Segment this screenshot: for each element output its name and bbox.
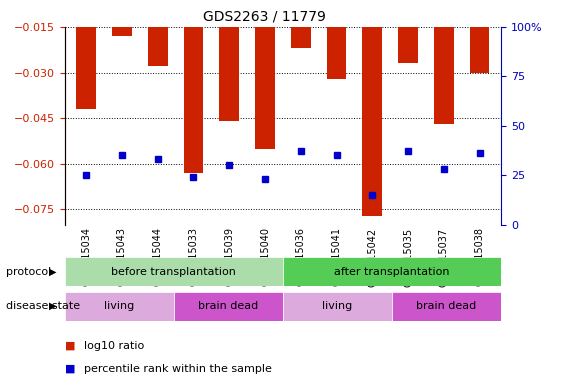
Bar: [184, 27, 203, 173]
Bar: [148, 27, 168, 66]
Bar: [65, 292, 174, 321]
Text: ■: ■: [65, 364, 75, 374]
Text: brain dead: brain dead: [417, 301, 477, 311]
Bar: [398, 27, 418, 63]
Bar: [174, 292, 283, 321]
Bar: [220, 27, 239, 121]
Bar: [327, 27, 346, 79]
Text: brain dead: brain dead: [198, 301, 258, 311]
Bar: [434, 27, 454, 124]
Text: living: living: [323, 301, 352, 311]
Text: ■: ■: [65, 341, 75, 351]
Text: disease state: disease state: [6, 301, 80, 311]
Text: after transplantation: after transplantation: [334, 266, 450, 277]
Bar: [77, 27, 96, 109]
Bar: [255, 27, 275, 149]
Text: GDS2263 / 11779: GDS2263 / 11779: [203, 10, 326, 23]
Text: percentile rank within the sample: percentile rank within the sample: [84, 364, 272, 374]
Text: ▶: ▶: [48, 301, 56, 311]
Bar: [392, 292, 501, 321]
Bar: [291, 27, 311, 48]
Text: log10 ratio: log10 ratio: [84, 341, 145, 351]
Text: before transplantation: before transplantation: [111, 266, 236, 277]
Text: protocol: protocol: [6, 266, 51, 277]
Bar: [65, 257, 283, 286]
Bar: [283, 292, 392, 321]
Text: ▶: ▶: [48, 266, 56, 277]
Bar: [363, 27, 382, 215]
Bar: [283, 257, 501, 286]
Bar: [112, 27, 132, 36]
Bar: [470, 27, 489, 73]
Text: living: living: [104, 301, 135, 311]
